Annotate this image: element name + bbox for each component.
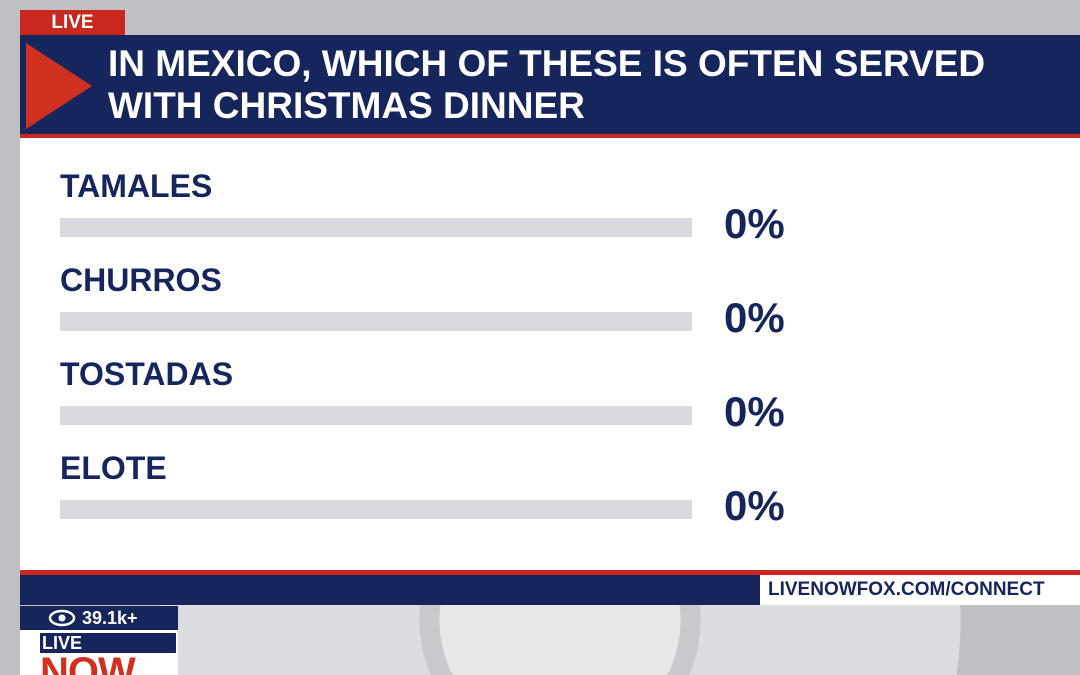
option-bar — [60, 312, 692, 331]
play-icon — [26, 43, 92, 129]
poll-panel: TAMALES 0% CHURROS 0% TOSTADAS 0% ELOTE 0% — [20, 138, 1080, 570]
footer-bar — [20, 575, 760, 605]
poll-option: ELOTE 0% — [60, 420, 860, 529]
live-tag: LIVE — [20, 10, 125, 35]
footer-url: LIVENOWFOX.COM/CONNECT — [760, 575, 1080, 605]
live-now-badge: 39.1k+ LIVE NOW — [20, 606, 178, 675]
viewer-count: 39.1k+ — [20, 606, 178, 630]
poll-option: TAMALES 0% — [60, 138, 860, 247]
option-label: TAMALES — [60, 168, 213, 204]
badge-live: LIVE — [40, 633, 176, 653]
divider — [20, 570, 1080, 575]
eye-icon — [48, 609, 76, 627]
option-result: 0% — [724, 482, 785, 529]
poll-option: CHURROS 0% — [60, 232, 860, 341]
option-label: CHURROS — [60, 262, 222, 298]
option-label: ELOTE — [60, 450, 167, 486]
poll-option: TOSTADAS 0% — [60, 326, 860, 435]
badge-now: NOW — [40, 650, 136, 675]
option-bar — [60, 218, 692, 237]
option-result: 0% — [724, 294, 785, 341]
viewer-text: 39.1k+ — [82, 608, 138, 628]
poll-question: IN MEXICO, WHICH OF THESE IS OFTEN SERVE… — [108, 43, 986, 126]
option-bar — [60, 500, 692, 519]
option-bar — [60, 406, 692, 425]
option-label: TOSTADAS — [60, 356, 234, 392]
option-result: 0% — [724, 200, 785, 247]
title-bar: IN MEXICO, WHICH OF THESE IS OFTEN SERVE… — [20, 35, 1080, 138]
option-result: 0% — [724, 388, 785, 435]
